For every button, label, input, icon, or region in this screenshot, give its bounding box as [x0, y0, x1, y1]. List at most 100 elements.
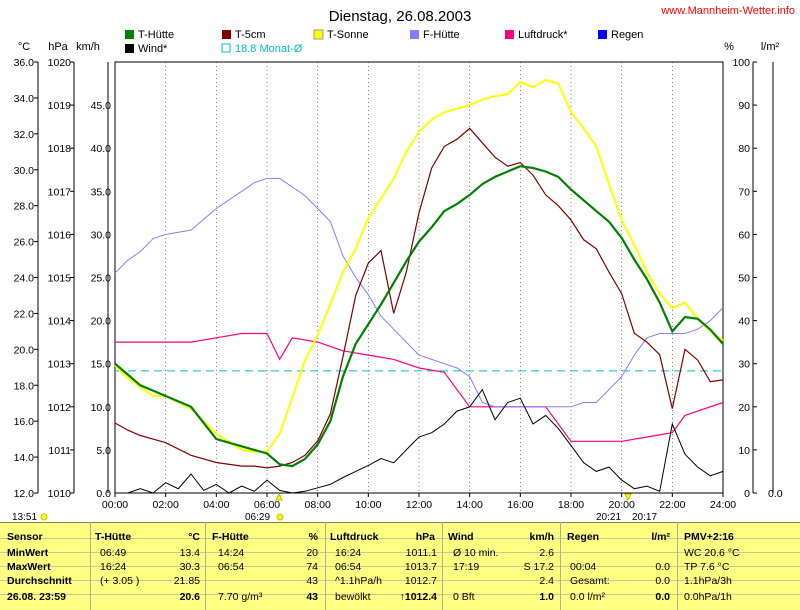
hpa-tick-label: 1011 — [48, 445, 71, 457]
table-cell-min-l-val: 1011.1 — [405, 547, 437, 559]
right-axis-unit: % — [724, 41, 734, 53]
celsius-tick-label: 24.0 — [14, 273, 35, 285]
legend-label: T-Sonne — [327, 29, 369, 41]
x-tick-label: 08:00 — [305, 499, 331, 511]
left-axis-unit: hPa — [48, 41, 68, 53]
table-cell-min-f-time: 14:24 — [218, 547, 245, 559]
table-cell-avg-pmv: 1.1hPa/3h — [684, 575, 732, 587]
kmh-tick-label: 40.0 — [91, 143, 112, 155]
kmh-tick-label: 45.0 — [91, 100, 112, 112]
x-tick-label: 20:00 — [609, 499, 635, 511]
celsius-tick-label: 30.0 — [14, 165, 35, 177]
series-t-5cm — [114, 127, 724, 469]
hpa-tick-label: 1012 — [48, 402, 72, 414]
table-cell-max-r-time: 00:04 — [570, 561, 597, 573]
kmh-tick-label: 25.0 — [91, 273, 112, 285]
celsius-tick-label: 34.0 — [14, 93, 35, 105]
celsius-tick-label: 26.0 — [14, 237, 35, 249]
x-tick-label: 22:00 — [659, 499, 685, 511]
x-tick-label: 16:00 — [507, 499, 533, 511]
header-wind: Wind — [448, 531, 474, 543]
header-pmv: PMV+2:16 — [684, 531, 734, 543]
table-cell-cur-f-val: 43 — [306, 591, 318, 603]
percent-tick-label: 30 — [738, 359, 750, 371]
kmh-tick-label: 20.0 — [91, 316, 112, 328]
header-regen-unit: l/m² — [651, 531, 670, 543]
table-cell-avg-t-val: 21.85 — [173, 575, 200, 587]
percent-tick-label: 80 — [738, 143, 750, 155]
celsius-tick-label: 18.0 — [14, 380, 35, 392]
legend-swatch — [505, 30, 514, 39]
percent-tick-label: 40 — [738, 316, 750, 328]
x-tick-label: 24:00 — [710, 499, 736, 511]
hpa-tick-label: 1019 — [48, 100, 72, 112]
series-t-h-tte — [114, 165, 724, 468]
header-fhuette: F-Hütte — [212, 531, 249, 543]
legend-swatch — [222, 30, 231, 39]
table-cell-cur-t-val: 20.6 — [179, 591, 200, 603]
table-cell-max-l-time: 06:54 — [335, 561, 362, 573]
celsius-tick-label: 36.0 — [14, 57, 35, 69]
legend-swatch — [125, 30, 134, 39]
celsius-tick-label: 28.0 — [14, 201, 35, 213]
header-thuette: T-Hütte — [95, 531, 132, 543]
table-cell-max-t-val: 30.3 — [179, 561, 200, 573]
meteogram-chart: Dienstag, 26.08.2003 www.Mannheim-Wetter… — [12, 5, 795, 522]
sunrise-arrow — [275, 492, 283, 501]
x-tick-label: 18:00 — [558, 499, 584, 511]
sunrise-label: 06:29 — [245, 512, 270, 522]
series-t-sonne — [114, 78, 724, 453]
table-cell-min-label: MinWert — [7, 547, 49, 559]
chart-title: Dienstag, 26.08.2003 — [329, 8, 472, 25]
percent-tick-label: 50 — [738, 273, 750, 285]
x-tick-label: 06:00 — [254, 499, 280, 511]
table-cell-cur-r-time: 0.0 l/m² — [570, 591, 606, 603]
celsius-tick-label: 14.0 — [14, 452, 35, 464]
percent-tick-label: 0 — [744, 488, 750, 500]
celsius-tick-label: 16.0 — [14, 416, 35, 428]
table-cell-avg-label: Durchschnitt — [7, 575, 72, 587]
table-cell-avg-w-val: 2.4 — [539, 575, 554, 587]
percent-tick-label: 60 — [738, 229, 750, 241]
header-thuette-unit: °C — [188, 531, 200, 543]
sunrise-dot — [276, 513, 284, 521]
left-time-label: 13:51 — [12, 512, 37, 522]
percent-tick-label: 10 — [738, 445, 750, 457]
header-fhuette-unit: % — [308, 531, 318, 543]
table-cell-min-w-val: 2.6 — [539, 547, 554, 559]
time-markers: 13:51 06:29 20:21 20:17 — [12, 492, 657, 522]
left-axis-unit: km/h — [76, 41, 100, 53]
hpa-tick-label: 1017 — [48, 186, 72, 198]
legend-label: T-5cm — [235, 29, 266, 41]
sunset-label: 20:21 — [596, 512, 621, 522]
series-wind- — [115, 388, 724, 494]
table-cell-min-pmv: WC 20.6 °C — [684, 547, 740, 559]
legend-label: 18.8 Monat-Ø — [235, 43, 303, 55]
table-cell-max-r-val: 0.0 — [655, 561, 670, 573]
table-cell-avg-t-time: (+ 3.05 ) — [100, 575, 140, 587]
celsius-tick-label: 12.0 — [14, 488, 35, 500]
legend-swatch — [598, 30, 607, 39]
legend-label: Regen — [611, 29, 643, 41]
sun-dot — [40, 513, 48, 521]
table-cell-cur-w-val: 1.0 — [539, 591, 554, 603]
celsius-tick-label: 32.0 — [14, 129, 35, 141]
rain-tick-label: 0.0 — [768, 488, 783, 500]
header-regen: Regen — [567, 531, 600, 543]
site-watermark[interactable]: www.Mannheim-Wetter.info — [660, 5, 795, 17]
table-cell-max-w-val: S 17.2 — [523, 561, 554, 573]
x-tick-label: 14:00 — [457, 499, 483, 511]
table-cell-max-t-time: 16:24 — [100, 561, 127, 573]
legend-swatch — [410, 30, 419, 39]
legend-label: Luftdruck* — [518, 29, 568, 41]
table-cell-max-w-time: 17:19 — [453, 561, 480, 573]
kmh-tick-label: 10.0 — [91, 402, 112, 414]
table-cell-max-f-val: 74 — [306, 561, 318, 573]
celsius-tick-label: 22.0 — [14, 308, 35, 320]
celsius-tick-label: 20.0 — [14, 344, 35, 356]
statistics-table: Sensor T-Hütte °C F-Hütte % Luftdruck hP… — [0, 522, 800, 610]
header-sensor: Sensor — [7, 531, 43, 543]
table-cell-cur-l-time: bewölkt — [335, 591, 371, 603]
legend-swatch — [221, 43, 231, 53]
percent-tick-label: 90 — [738, 100, 750, 112]
